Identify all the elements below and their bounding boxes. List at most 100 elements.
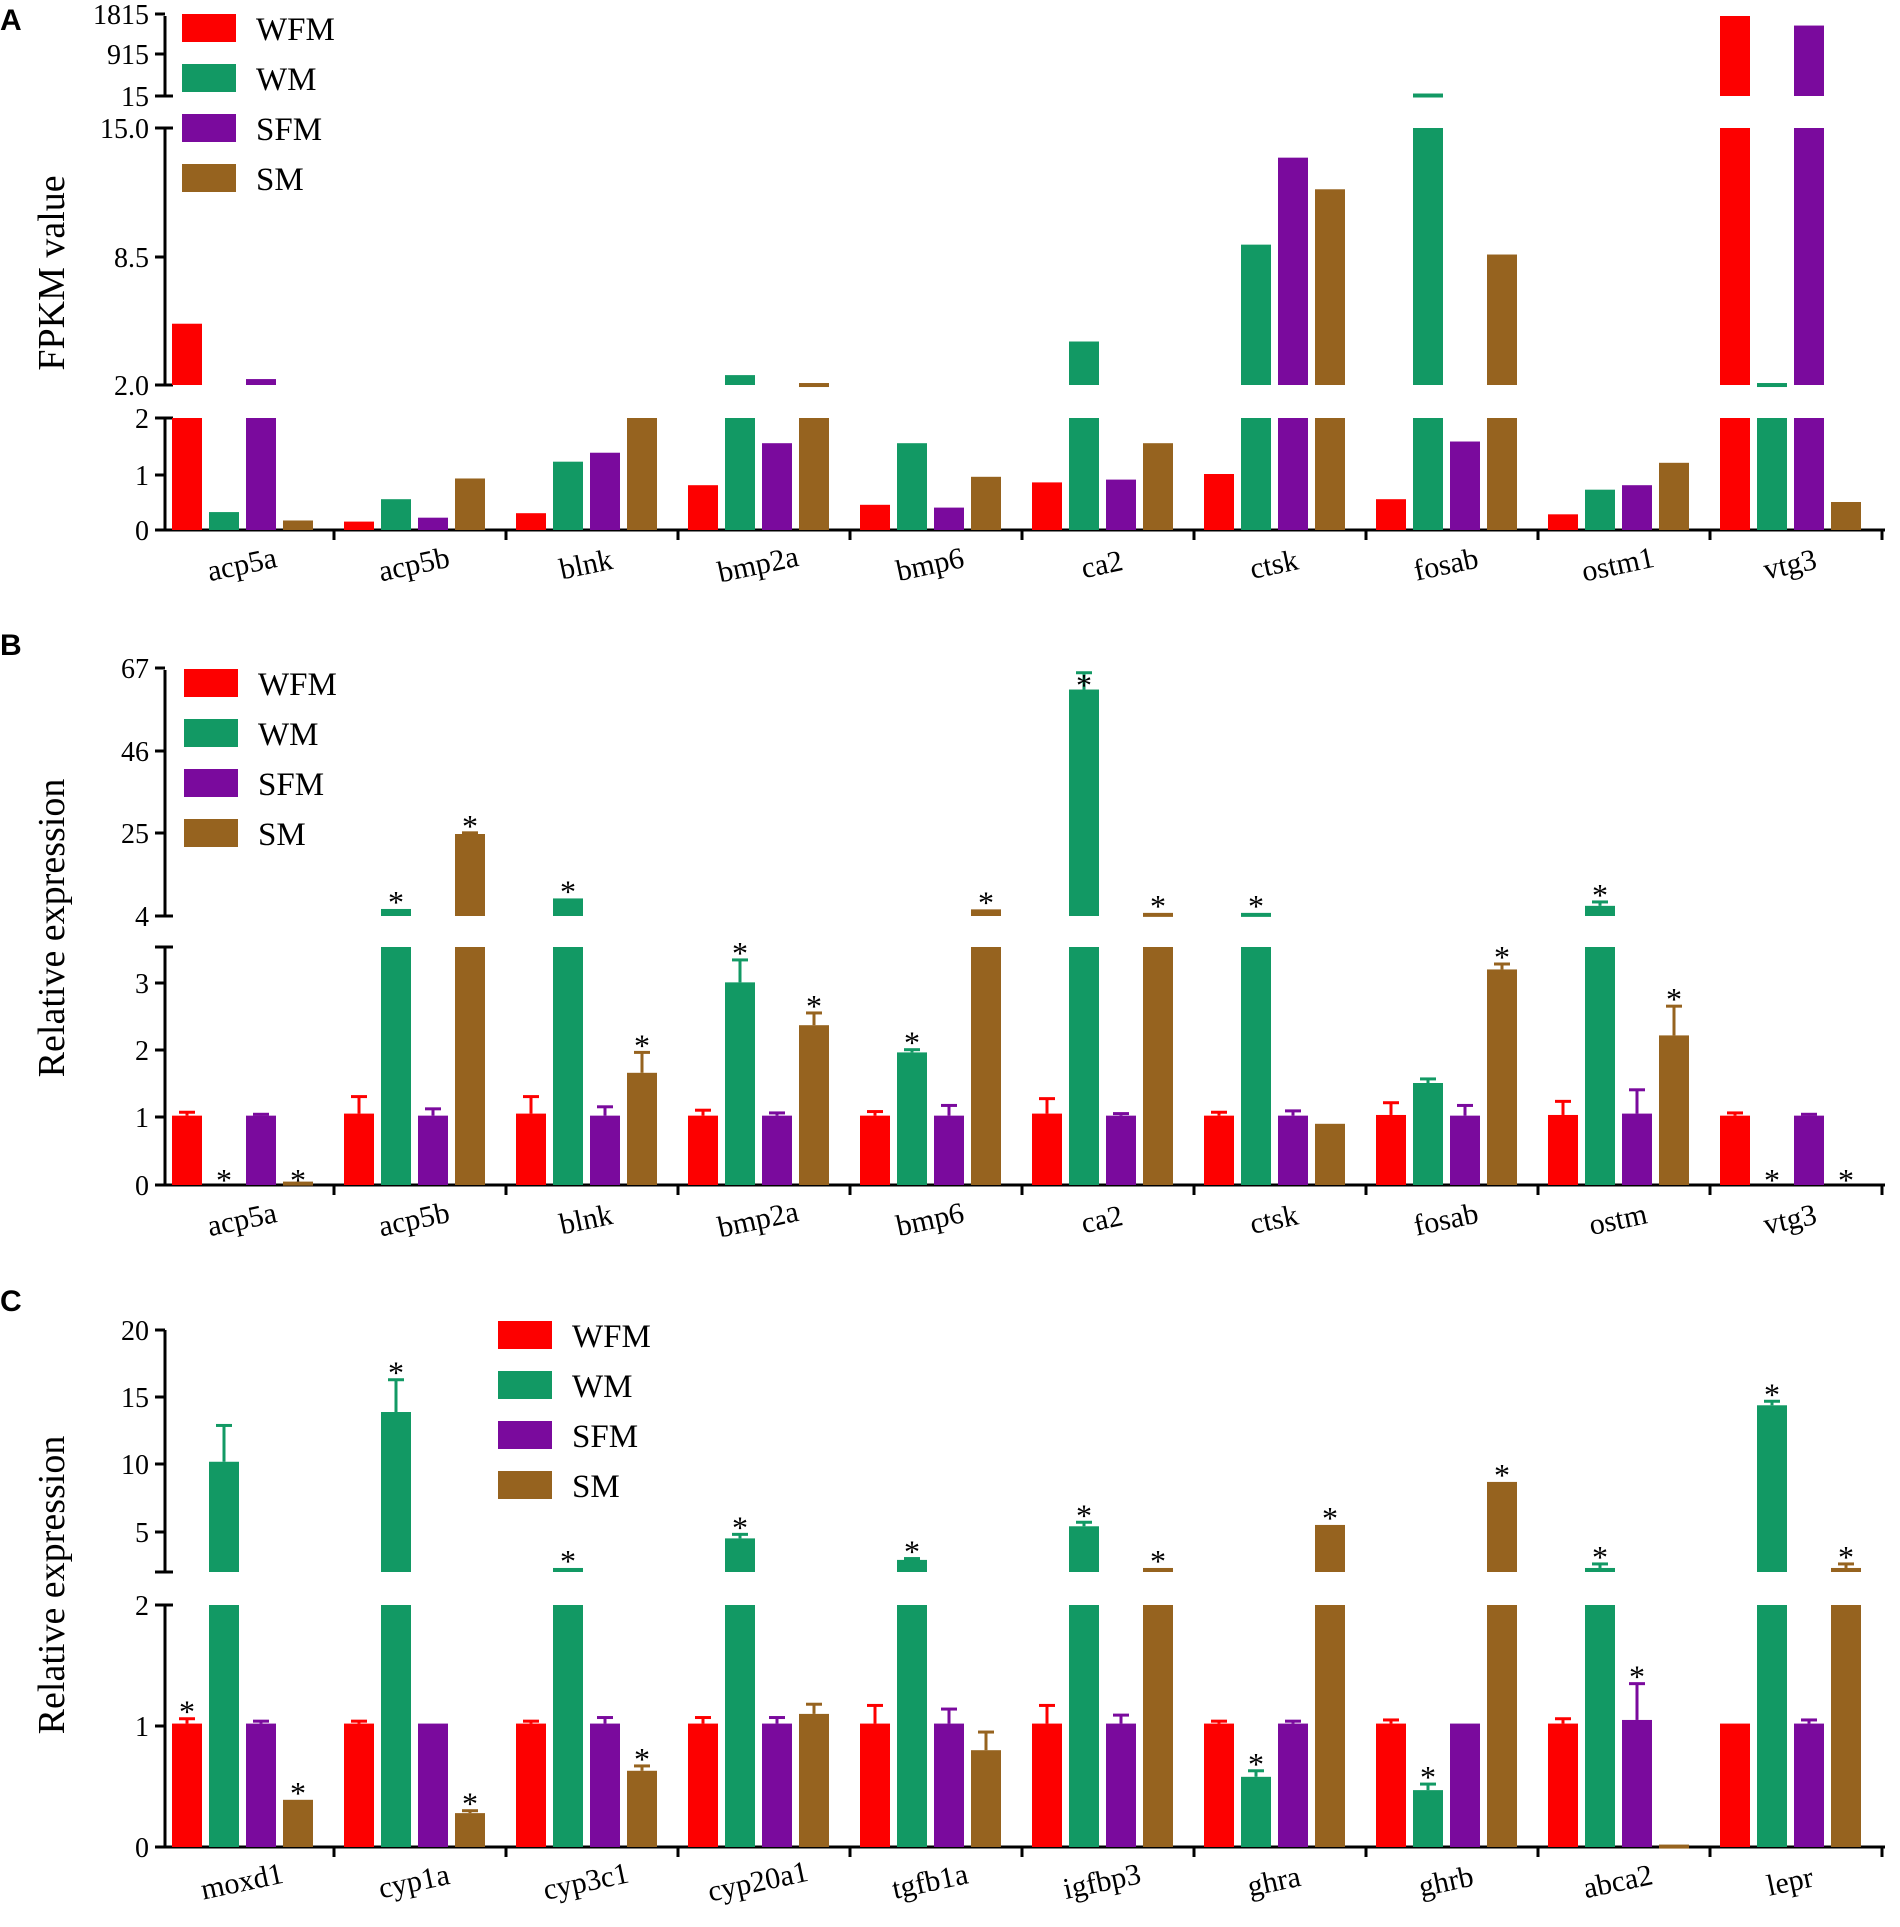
bar-wfm bbox=[688, 485, 718, 530]
x-tick-label: acp5a bbox=[204, 541, 279, 588]
x-tick-label: fosab bbox=[1411, 542, 1481, 588]
bar-sm bbox=[799, 1713, 829, 1847]
bar-wm bbox=[1069, 1526, 1099, 1572]
bar-wm bbox=[1241, 1776, 1271, 1847]
bar-wfm bbox=[1720, 1115, 1750, 1185]
bar-wm bbox=[381, 947, 411, 1185]
significance-star: * bbox=[1420, 1759, 1436, 1795]
x-tick-label: ghra bbox=[1245, 1860, 1304, 1903]
legend-swatch-wm bbox=[498, 1371, 552, 1399]
y-tick-label: 2.0 bbox=[114, 371, 149, 402]
y-tick-label: 15 bbox=[121, 1383, 149, 1414]
bar-sfm bbox=[1278, 1723, 1308, 1847]
legend-swatch-wm bbox=[184, 719, 238, 747]
significance-star: * bbox=[1322, 1500, 1338, 1536]
significance-star: * bbox=[1494, 1457, 1510, 1493]
bar-wfm bbox=[344, 1113, 374, 1185]
bar-wfm bbox=[1204, 1723, 1234, 1847]
significance-star: * bbox=[462, 1786, 478, 1822]
x-tick-label: vtg3 bbox=[1761, 1198, 1820, 1241]
significance-star: * bbox=[1150, 1543, 1166, 1579]
bar-wm bbox=[1069, 947, 1099, 1185]
legend-label-sfm: SFM bbox=[572, 1419, 638, 1455]
bar-sfm bbox=[1794, 418, 1824, 530]
bar-wm bbox=[725, 982, 755, 1185]
y-tick-label: 0 bbox=[135, 1833, 149, 1864]
bar-wm bbox=[1413, 128, 1443, 385]
bar-wfm bbox=[1376, 1114, 1406, 1185]
legend-label-sm: SM bbox=[572, 1469, 620, 1505]
bar-wm bbox=[725, 1605, 755, 1847]
legend-swatch-sfm bbox=[498, 1421, 552, 1449]
bar-wfm bbox=[1032, 482, 1062, 530]
bar-wfm bbox=[860, 504, 890, 530]
bar-sfm bbox=[246, 1115, 276, 1185]
bar-sm bbox=[1659, 1844, 1689, 1849]
bar-sm bbox=[1831, 1605, 1861, 1847]
x-tick-label: ostm1 bbox=[1579, 541, 1658, 589]
bar-wm bbox=[1757, 1605, 1787, 1847]
bar-wm bbox=[1585, 905, 1615, 916]
bar-sm bbox=[1143, 443, 1173, 530]
bar-sfm bbox=[934, 1723, 964, 1847]
bar-sm bbox=[455, 947, 485, 1185]
legend-swatch-sfm bbox=[184, 769, 238, 797]
bar-sm bbox=[1659, 1035, 1689, 1185]
legend-label-wm: WM bbox=[258, 717, 319, 753]
x-tick-label: bmp2a bbox=[715, 540, 802, 589]
legend-swatch-sm bbox=[184, 819, 238, 847]
significance-star: * bbox=[216, 1162, 232, 1198]
bar-wm bbox=[1413, 1790, 1443, 1847]
bar-sfm bbox=[1278, 418, 1308, 530]
significance-star: * bbox=[462, 808, 478, 844]
legend-swatch-sfm bbox=[182, 114, 236, 142]
significance-star: * bbox=[1838, 1162, 1854, 1198]
significance-star: * bbox=[1248, 888, 1264, 924]
bar-wm bbox=[1241, 244, 1271, 385]
bar-sfm bbox=[934, 1115, 964, 1185]
bar-sm bbox=[1487, 969, 1517, 1185]
significance-star: * bbox=[290, 1162, 306, 1198]
x-tick-label: lepr bbox=[1764, 1861, 1816, 1903]
x-tick-label: cyp3c1 bbox=[540, 1857, 632, 1907]
bar-sfm bbox=[1622, 1113, 1652, 1185]
x-tick-label: cyp1a bbox=[376, 1858, 453, 1905]
significance-star: * bbox=[388, 1355, 404, 1391]
y-tick-label: 4 bbox=[135, 902, 149, 933]
y-tick-label: 1 bbox=[135, 1712, 149, 1743]
significance-star: * bbox=[1838, 1539, 1854, 1575]
x-tick-label: ghrb bbox=[1416, 1860, 1477, 1904]
bar-sfm bbox=[1794, 25, 1824, 96]
bar-sm bbox=[283, 1799, 313, 1847]
x-tick-label: abca2 bbox=[1580, 1858, 1655, 1905]
bar-wfm bbox=[1376, 499, 1406, 530]
y-tick-label: 10 bbox=[121, 1450, 149, 1481]
bar-sfm bbox=[418, 1723, 448, 1847]
y-tick-label: 46 bbox=[121, 737, 149, 768]
significance-star: * bbox=[634, 1741, 650, 1777]
legend-swatch-sm bbox=[182, 164, 236, 192]
bar-sfm bbox=[1794, 128, 1824, 385]
y-tick-label: 15.0 bbox=[100, 114, 149, 145]
bar-sfm bbox=[1278, 1115, 1308, 1185]
bar-sm bbox=[799, 1025, 829, 1185]
bar-wm bbox=[209, 1605, 239, 1847]
bar-sm bbox=[627, 418, 657, 530]
bar-wm bbox=[1413, 1083, 1443, 1185]
bar-sm bbox=[1315, 1123, 1345, 1185]
y-tick-label: 2 bbox=[135, 1591, 149, 1622]
x-tick-label: blnk bbox=[557, 543, 616, 586]
significance-star: * bbox=[1764, 1162, 1780, 1198]
bar-sm bbox=[1315, 189, 1345, 385]
significance-star: * bbox=[388, 884, 404, 920]
y-tick-label: 2 bbox=[135, 404, 149, 435]
significance-star: * bbox=[560, 1543, 576, 1579]
bar-wfm bbox=[516, 1113, 546, 1185]
bar-wm bbox=[209, 512, 239, 530]
x-tick-label: ca2 bbox=[1078, 1199, 1126, 1240]
significance-star: * bbox=[904, 1534, 920, 1570]
bar-wm bbox=[1241, 912, 1271, 917]
bar-sm bbox=[971, 476, 1001, 530]
bar-wm bbox=[1241, 418, 1271, 530]
